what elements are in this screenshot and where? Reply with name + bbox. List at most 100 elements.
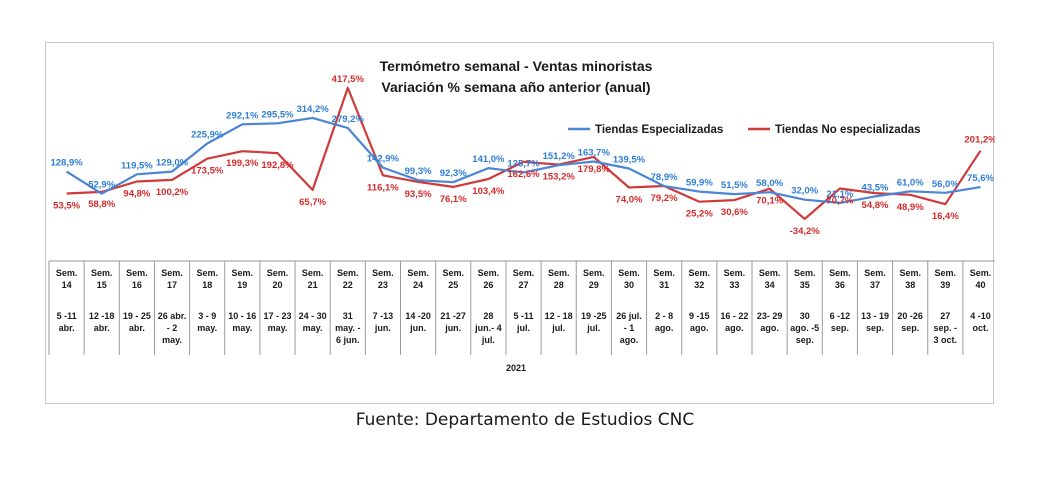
category-range-label: 28 (483, 311, 493, 321)
category-range-label: 19 -25 (581, 311, 607, 321)
category-week-label: 22 (343, 280, 353, 290)
category-range-label: 13 - 19 (861, 311, 889, 321)
category-week-label: 14 (62, 280, 72, 290)
category-week-label: 30 (624, 280, 634, 290)
category-range-label: 5 -11 (57, 311, 77, 321)
source-note: Fuente: Departamento de Estudios CNC (355, 410, 695, 430)
category-range-label: 26 jul. (616, 311, 642, 321)
category-week-label: 39 (940, 280, 950, 290)
data-label: 199,3% (226, 158, 259, 169)
data-label: 21,1% (826, 189, 853, 200)
data-label: 125,7% (507, 159, 540, 170)
data-label: 25,2% (686, 209, 713, 220)
category-range-label: - 1 (624, 323, 635, 333)
category-week-label: 36 (835, 280, 845, 290)
data-label: 173,5% (191, 166, 224, 177)
data-label: 225,9% (191, 130, 224, 141)
category-range-label: 27 (940, 311, 950, 321)
legend-label-no-especializadas: Tiendas No especializadas (775, 124, 921, 136)
category-week-label: 23 (378, 280, 388, 290)
data-label: 16,4% (932, 211, 959, 222)
category-range-label: jun.- 4 (474, 323, 502, 333)
category-week-label: Sem. (689, 268, 711, 278)
category-range-label: ago. (725, 323, 744, 333)
category-range-label: jun. (409, 323, 426, 333)
data-label: 162,6% (507, 169, 540, 180)
category-range-label: jul. (481, 335, 495, 345)
category-range-label: sep. - (934, 323, 958, 333)
data-label: 100,2% (156, 187, 189, 198)
category-week-label: 37 (870, 280, 880, 290)
category-week-label: Sem. (337, 268, 359, 278)
data-label: 75,6% (967, 173, 994, 184)
category-week-label: 20 (272, 280, 282, 290)
data-label: 43,5% (862, 182, 889, 193)
category-table: Sem. 14 5 -11 abr. Sem. 15 12 -18 abr. Sem. 16 19 … (48, 260, 995, 355)
category-range-label: sep. (866, 323, 884, 333)
category-range-label: oct. (972, 323, 988, 333)
chart-frame: Termómetro semanal - Ventas minoristas V… (45, 42, 995, 404)
data-label: -34,2% (790, 226, 821, 237)
data-label: 153,2% (543, 172, 576, 183)
category-week-label: 24 (413, 280, 423, 290)
data-label: 179,8% (578, 164, 611, 175)
data-label: 295,5% (261, 109, 294, 120)
plot-area: 128,9% 52,9% 119,5% 129,0% 225,9%292,1% 295,5… (50, 74, 995, 237)
category-week-label: Sem. (794, 268, 816, 278)
category-range-label: sep. (796, 335, 814, 345)
data-label: 51,5% (721, 180, 748, 191)
category-week-label: 40 (975, 280, 985, 290)
series-line-no-especializadas (66, 86, 982, 220)
category-range-label: jul. (586, 323, 600, 333)
data-label: 30,6% (721, 207, 748, 218)
data-label: 116,1% (367, 182, 399, 193)
category-week-label: Sem. (478, 268, 500, 278)
data-label: 163,7% (578, 148, 611, 159)
category-range-label: 14 -20 (405, 311, 431, 321)
data-label: 417,5% (332, 74, 365, 85)
category-range-label: 3 - 9 (198, 311, 216, 321)
category-week-label: 19 (237, 280, 247, 290)
category-week-label: 17 (167, 280, 177, 290)
category-range-label: may. (162, 335, 182, 345)
category-range-label: 6 jun. (336, 335, 360, 345)
category-range-label: 24 - 30 (299, 311, 327, 321)
data-label: 94,8% (123, 189, 150, 200)
data-label: 99,3% (405, 166, 432, 177)
data-label: 314,2% (296, 104, 329, 115)
category-week-label: 32 (694, 280, 704, 290)
category-range-label: 21 -27 (440, 311, 466, 321)
category-week-label: 21 (308, 280, 318, 290)
data-label: 54,8% (862, 200, 889, 211)
data-label: 58,0% (756, 178, 783, 189)
category-range-label: 7 -13 (373, 311, 394, 321)
data-label: 65,7% (299, 197, 326, 208)
data-label: 151,2% (543, 151, 576, 162)
category-week-label: 35 (800, 280, 810, 290)
category-week-label: Sem. (267, 268, 289, 278)
category-range-label: jul. (516, 323, 530, 333)
category-range-label: 2 - 8 (655, 311, 673, 321)
category-range-label: may. (268, 323, 288, 333)
year-label: 2021 (506, 363, 526, 373)
legend-label-especializadas: Tiendas Especializadas (595, 124, 723, 136)
category-range-label: jun. (374, 323, 391, 333)
data-label: 142,9% (367, 154, 400, 165)
category-week-label: Sem. (513, 268, 535, 278)
category-week-label: Sem. (864, 268, 886, 278)
category-week-label: 33 (729, 280, 739, 290)
category-week-label: 29 (589, 280, 599, 290)
data-label: 141,0% (472, 154, 505, 165)
category-week-label: Sem. (56, 268, 78, 278)
category-week-label: Sem. (899, 268, 921, 278)
category-range-label: ago. (760, 323, 779, 333)
category-week-label: Sem. (196, 268, 218, 278)
category-range-label: ago. (690, 323, 709, 333)
category-week-label: 18 (202, 280, 212, 290)
data-label: 52,9% (88, 180, 115, 191)
data-label: 79,2% (651, 193, 678, 204)
category-range-label: ago. (620, 335, 639, 345)
data-label: 129,0% (156, 158, 189, 169)
category-range-label: 9 -15 (689, 311, 710, 321)
category-week-label: Sem. (442, 268, 464, 278)
